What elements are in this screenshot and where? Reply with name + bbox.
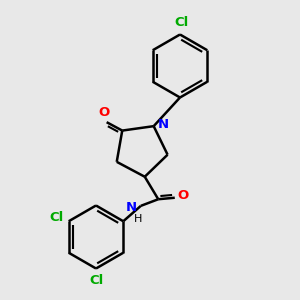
Text: Cl: Cl <box>49 211 63 224</box>
Text: Cl: Cl <box>174 16 189 29</box>
Text: O: O <box>98 106 109 118</box>
Text: N: N <box>157 118 168 131</box>
Text: Cl: Cl <box>89 274 103 287</box>
Text: H: H <box>134 214 142 224</box>
Text: N: N <box>126 201 137 214</box>
Text: O: O <box>178 189 189 202</box>
